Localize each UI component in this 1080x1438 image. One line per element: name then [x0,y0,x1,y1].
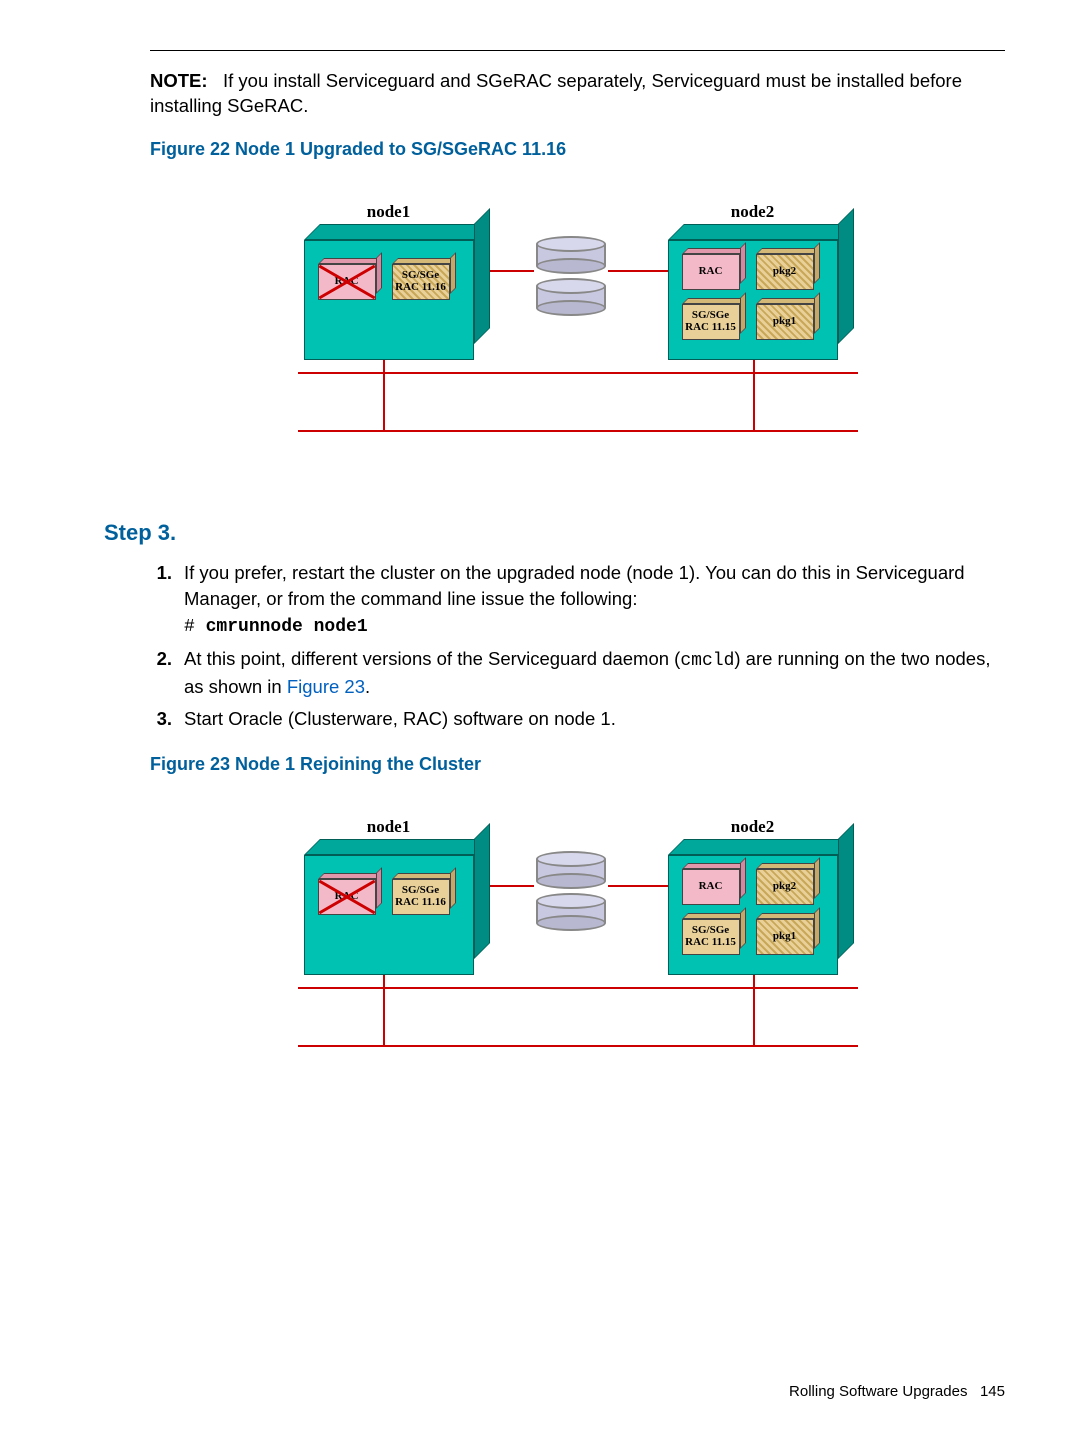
node2-pkg1: pkg1 [756,919,814,955]
connector-line [298,372,858,374]
code-prefix: # [184,617,206,637]
list-item: 2. At this point, different versions of … [150,646,1005,700]
node2-pkg2: pkg2 [756,254,814,290]
connector-line [298,987,858,989]
storage-cylinder [536,236,606,274]
page-content: NOTE: If you install Serviceguard and SG… [0,0,1080,1165]
node2-rac-pkg: RAC [682,254,740,290]
list-num: 2. [150,646,184,700]
node1-sg-pkg: SG/SGe RAC 11.16 [392,264,450,300]
figure22-diagram: node1 RAC SG/SGe RAC 11.16 node2 RAC pkg… [298,220,858,480]
node1-box: node1 RAC SG/SGe RAC 11.16 [304,855,474,975]
note-block: NOTE: If you install Serviceguard and SG… [150,69,1005,119]
node1-rac-pkg: RAC [318,879,376,915]
figure23-link[interactable]: Figure 23 [287,676,365,697]
figure23-caption: Figure 23 Node 1 Rejoining the Cluster [150,754,1005,775]
connector-line [298,1045,858,1047]
list-num: 3. [150,706,184,732]
footer-page: 145 [980,1383,1005,1400]
page-footer: Rolling Software Upgrades 145 [789,1383,1005,1400]
list-item: 1. If you prefer, restart the cluster on… [150,560,1005,640]
node1-rac-pkg: RAC [318,264,376,300]
note-label: NOTE: [150,70,208,91]
inline-code: cmcld [680,651,734,671]
node2-box: node2 RAC pkg2 SG/SGe RAC 11.15 pkg1 [668,855,838,975]
connector-line [608,885,668,887]
storage-cylinder [536,278,606,316]
note-text: If you install Serviceguard and SGeRAC s… [150,70,962,116]
storage-cylinder [536,851,606,889]
list-text: . [365,676,370,697]
list-num: 1. [150,560,184,640]
list-item: 3. Start Oracle (Clusterware, RAC) softw… [150,706,1005,732]
node2-pkg1: pkg1 [756,304,814,340]
node1-label: node1 [304,817,474,837]
node1-label: node1 [304,202,474,222]
node1-box: node1 RAC SG/SGe RAC 11.16 [304,240,474,360]
code-command: cmrunnode node1 [206,617,368,637]
node2-rac-pkg: RAC [682,869,740,905]
step3-heading: Step 3. [104,520,1005,546]
node2-label: node2 [668,202,838,222]
footer-text: Rolling Software Upgrades [789,1383,967,1400]
list-text: At this point, different versions of the… [184,648,680,669]
list-text: If you prefer, restart the cluster on th… [184,562,965,609]
list-body: If you prefer, restart the cluster on th… [184,560,1005,640]
figure22-caption: Figure 22 Node 1 Upgraded to SG/SGeRAC 1… [150,139,1005,160]
step3-list: 1. If you prefer, restart the cluster on… [150,560,1005,732]
node2-box: node2 RAC pkg2 SG/SGe RAC 11.15 pkg1 [668,240,838,360]
storage-cylinder [536,893,606,931]
figure23-diagram: node1 RAC SG/SGe RAC 11.16 node2 RAC pkg… [298,835,858,1095]
connector-line [608,270,668,272]
list-body: Start Oracle (Clusterware, RAC) software… [184,706,1005,732]
node1-sg-pkg: SG/SGe RAC 11.16 [392,879,450,915]
node2-sg-pkg: SG/SGe RAC 11.15 [682,304,740,340]
node2-pkg2: pkg2 [756,869,814,905]
node2-sg-pkg: SG/SGe RAC 11.15 [682,919,740,955]
top-rule [150,50,1005,51]
list-body: At this point, different versions of the… [184,646,1005,700]
connector-line [298,430,858,432]
node2-label: node2 [668,817,838,837]
